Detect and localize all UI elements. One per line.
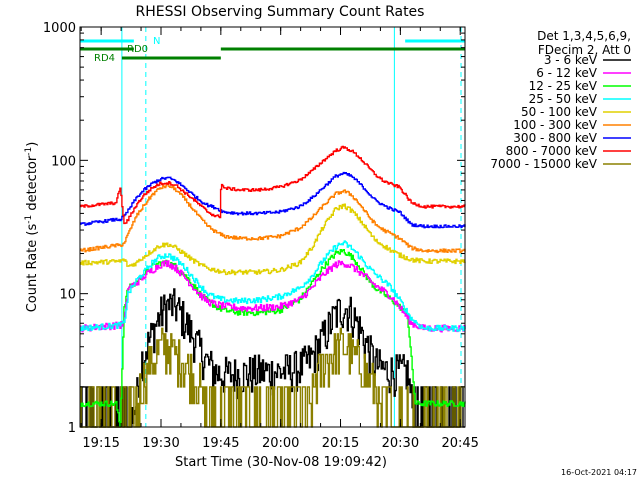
legend-label-8: 7000 - 15000 keV — [490, 157, 597, 171]
x-tick-label-4: 20:15 — [322, 436, 359, 451]
x-tick-label-5: 20:30 — [382, 436, 419, 451]
x-tick-label-3: 20:00 — [262, 436, 299, 451]
legend-header-line-1: Det 1,3,4,5,6,9, — [537, 29, 631, 43]
plot-frame — [79, 26, 466, 428]
legend-label-0: 3 - 6 keV — [544, 53, 598, 67]
chart-title: RHESSI Observing Summary Count Rates — [136, 4, 425, 20]
series-line-3 — [80, 240, 466, 332]
y-tick-label-2: 100 — [51, 154, 76, 169]
y-axis-label: Count Rate (s-1 detector-1) — [24, 142, 40, 313]
series-line-7 — [80, 145, 466, 225]
legend-header-line-2: FDecim 2, Att 0 — [538, 43, 631, 57]
x-axis-label: Start Time (30-Nov-08 19:09:42) — [175, 455, 387, 470]
series-line-6 — [80, 171, 466, 229]
legend-label-3: 25 - 50 keV — [529, 92, 598, 106]
x-tick-label-6: 20:45 — [441, 436, 478, 451]
series-line-5 — [80, 183, 466, 254]
legend-label-5: 100 - 300 keV — [513, 118, 597, 132]
y-axis-label-mid: detector — [25, 155, 40, 215]
legend-label-7: 800 - 7000 keV — [506, 144, 598, 158]
y-axis-label-end: ) — [25, 142, 40, 147]
y-axis-label-main: Count Rate (s — [25, 224, 40, 313]
y-tick-label-1: 10 — [59, 288, 76, 303]
legend: Det 1,3,4,5,6,9, FDecim 2, Att 0 3 - 6 k… — [490, 29, 631, 171]
timestamp-label: 16-Oct-2021 04:17 — [561, 468, 637, 477]
x-tick-label-1: 19:30 — [142, 436, 179, 451]
y-tick-label-0: 1 — [68, 421, 76, 436]
night-label: N — [153, 36, 160, 47]
rd4-label: RD4 — [94, 53, 115, 64]
legend-label-6: 300 - 800 keV — [513, 131, 597, 145]
y-tick-label-3: 1000 — [43, 21, 76, 36]
x-tick-label-0: 19:15 — [82, 436, 119, 451]
y-axis-label-sup1: -1 — [24, 215, 34, 224]
legend-label-2: 12 - 25 keV — [529, 79, 598, 93]
rd0-label: RD0 — [127, 44, 148, 55]
y-axis-label-sup2: -1 — [24, 147, 34, 156]
legend-label-4: 50 - 100 keV — [521, 105, 598, 119]
series-line-1 — [80, 260, 466, 333]
legend-label-1: 6 - 12 keV — [536, 66, 598, 80]
x-tick-label-2: 19:45 — [202, 436, 239, 451]
series-line-4 — [80, 203, 466, 276]
series-line-0 — [80, 288, 465, 428]
